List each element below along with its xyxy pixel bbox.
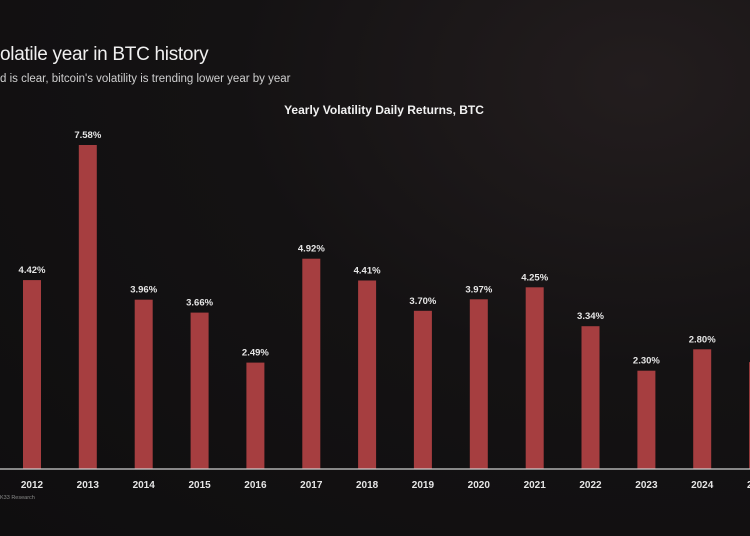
bar-2022 xyxy=(581,326,600,469)
x-tick-labels-group: 2012 2013 2014 2015 2016 2017 2018 2019 2020 2021… xyxy=(21,480,750,491)
x-tick-label-2019: 2019 xyxy=(412,480,435,491)
x-tick-label-2022: 2022 xyxy=(579,480,602,491)
bar-2012 xyxy=(23,280,41,469)
x-tick-label-2013: 2013 xyxy=(77,480,100,491)
bar-2023 xyxy=(637,370,656,469)
page-subheadline: d is clear, bitcoin's volatility is tren… xyxy=(0,73,291,85)
x-tick-label-2014: 2014 xyxy=(133,480,156,491)
page-headline: olatile year in BTC history xyxy=(0,44,209,65)
x-tick-label-2012: 2012 xyxy=(21,480,44,491)
data-label-2016: 2.49% xyxy=(242,348,269,359)
bar-2020 xyxy=(469,299,488,469)
data-label-2020: 3.97% xyxy=(465,284,492,295)
x-tick-label-2024: 2024 xyxy=(691,480,714,491)
bar-2019 xyxy=(413,310,432,469)
x-tick-label-2025: 2025 xyxy=(747,480,750,491)
x-tick-label-2020: 2020 xyxy=(468,480,491,491)
data-label-2024: 2.80% xyxy=(689,334,716,345)
bars-group xyxy=(23,145,750,469)
x-tick-label-2016: 2016 xyxy=(244,480,267,491)
x-tick-label-2018: 2018 xyxy=(356,480,379,491)
x-tick-label-2021: 2021 xyxy=(524,480,547,491)
bar-2024 xyxy=(693,349,712,469)
chart-title: Yearly Volatility Daily Returns, BTC xyxy=(284,103,484,117)
data-label-2012: 4.42% xyxy=(19,265,46,276)
bar-2021 xyxy=(525,287,544,469)
data-label-2018: 4.41% xyxy=(354,266,381,277)
x-tick-label-2023: 2023 xyxy=(635,480,658,491)
data-label-2021: 4.25% xyxy=(521,272,548,283)
data-label-2017: 4.92% xyxy=(298,244,325,255)
bar-2017 xyxy=(302,258,321,469)
data-label-2013: 7.58% xyxy=(74,130,101,141)
data-label-2014: 3.96% xyxy=(130,285,157,296)
data-label-2023: 2.30% xyxy=(633,356,660,367)
bar-2013 xyxy=(78,145,97,469)
bar-2014 xyxy=(134,299,153,469)
x-tick-label-2015: 2015 xyxy=(188,480,211,491)
source-note: K33 Research xyxy=(0,495,35,501)
bar-2015 xyxy=(190,312,209,469)
data-label-2019: 3.70% xyxy=(409,296,436,307)
bar-2016 xyxy=(246,362,265,469)
x-tick-label-2017: 2017 xyxy=(300,480,323,491)
bar-2018 xyxy=(358,280,377,469)
data-labels-group: 4.42% 7.58% 3.96% 3.66% 2.49% 4.92% 4.41% 3.70%… xyxy=(19,130,717,367)
data-label-2022: 3.34% xyxy=(577,311,604,322)
data-label-2015: 3.66% xyxy=(186,298,213,309)
